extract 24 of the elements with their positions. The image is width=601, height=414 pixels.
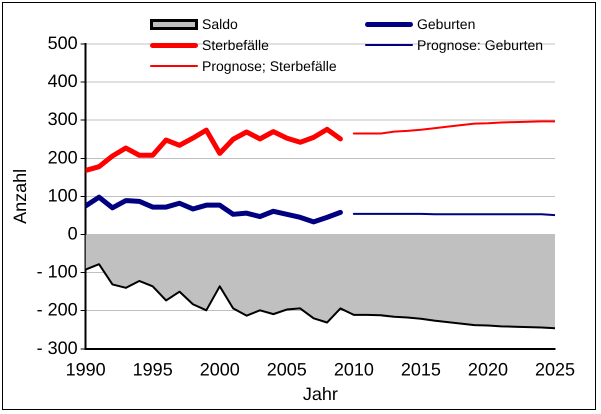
y-tick-label: 0 — [68, 223, 78, 244]
legend-label: Saldo — [202, 16, 238, 32]
y-tick-label: - 100 — [36, 262, 78, 282]
y-tick-label: 400 — [48, 71, 78, 92]
y-tick-label: - 300 — [36, 338, 78, 358]
x-tick-label: 2025 — [534, 360, 576, 380]
x-tick-label: 2010 — [334, 360, 374, 380]
y-tick-label: - 200 — [36, 300, 78, 320]
legend-label: Sterbefälle — [202, 37, 269, 53]
x-tick-label: 2020 — [468, 360, 508, 380]
x-tick-label: 1990 — [66, 360, 106, 380]
y-tick-label: 100 — [48, 185, 78, 206]
x-tick-label: 2015 — [400, 360, 441, 380]
y-tick-label: 300 — [48, 109, 78, 130]
x-tick-label: 2005 — [266, 360, 307, 380]
legend-label: Prognose; Sterbefälle — [202, 58, 337, 74]
y-tick-label: 500 — [48, 32, 78, 53]
x-tick-label: 1995 — [132, 360, 173, 380]
legend-label: Geburten — [417, 16, 476, 32]
legend-label: Prognose: Geburten — [417, 37, 544, 53]
y-axis-title: Anzahl — [10, 168, 30, 224]
x-axis-title: Jahr — [302, 384, 338, 404]
x-tick-label: 2000 — [200, 360, 240, 380]
y-tick-label: 200 — [48, 147, 78, 168]
